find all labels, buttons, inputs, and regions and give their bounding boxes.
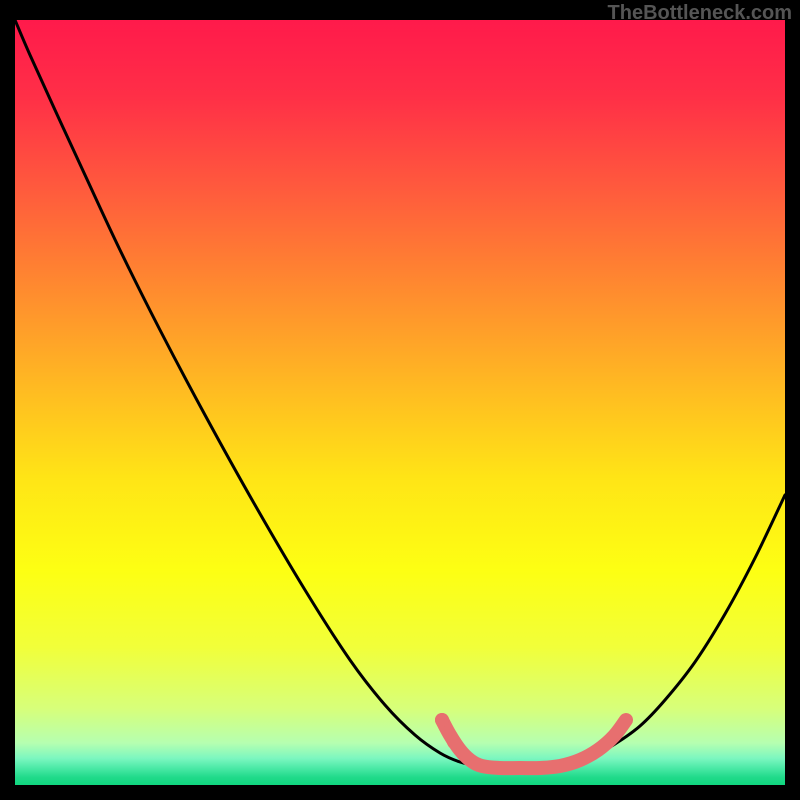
optimum-dot xyxy=(435,713,449,727)
bottleneck-chart: TheBottleneck.com xyxy=(0,0,800,800)
watermark-text: TheBottleneck.com xyxy=(608,2,792,25)
plot-background xyxy=(15,20,785,785)
optimum-dot xyxy=(447,735,461,749)
chart-svg xyxy=(0,0,800,800)
